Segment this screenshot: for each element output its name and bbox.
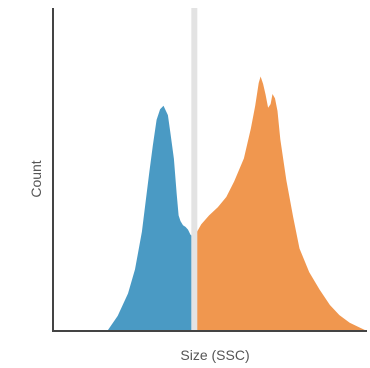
x-axis-label: Size (SSC) — [180, 347, 249, 363]
series-area-1 — [107, 105, 194, 331]
histogram-areas — [107, 76, 367, 331]
series-area-2 — [194, 76, 367, 331]
y-axis-label: Count — [28, 160, 44, 197]
